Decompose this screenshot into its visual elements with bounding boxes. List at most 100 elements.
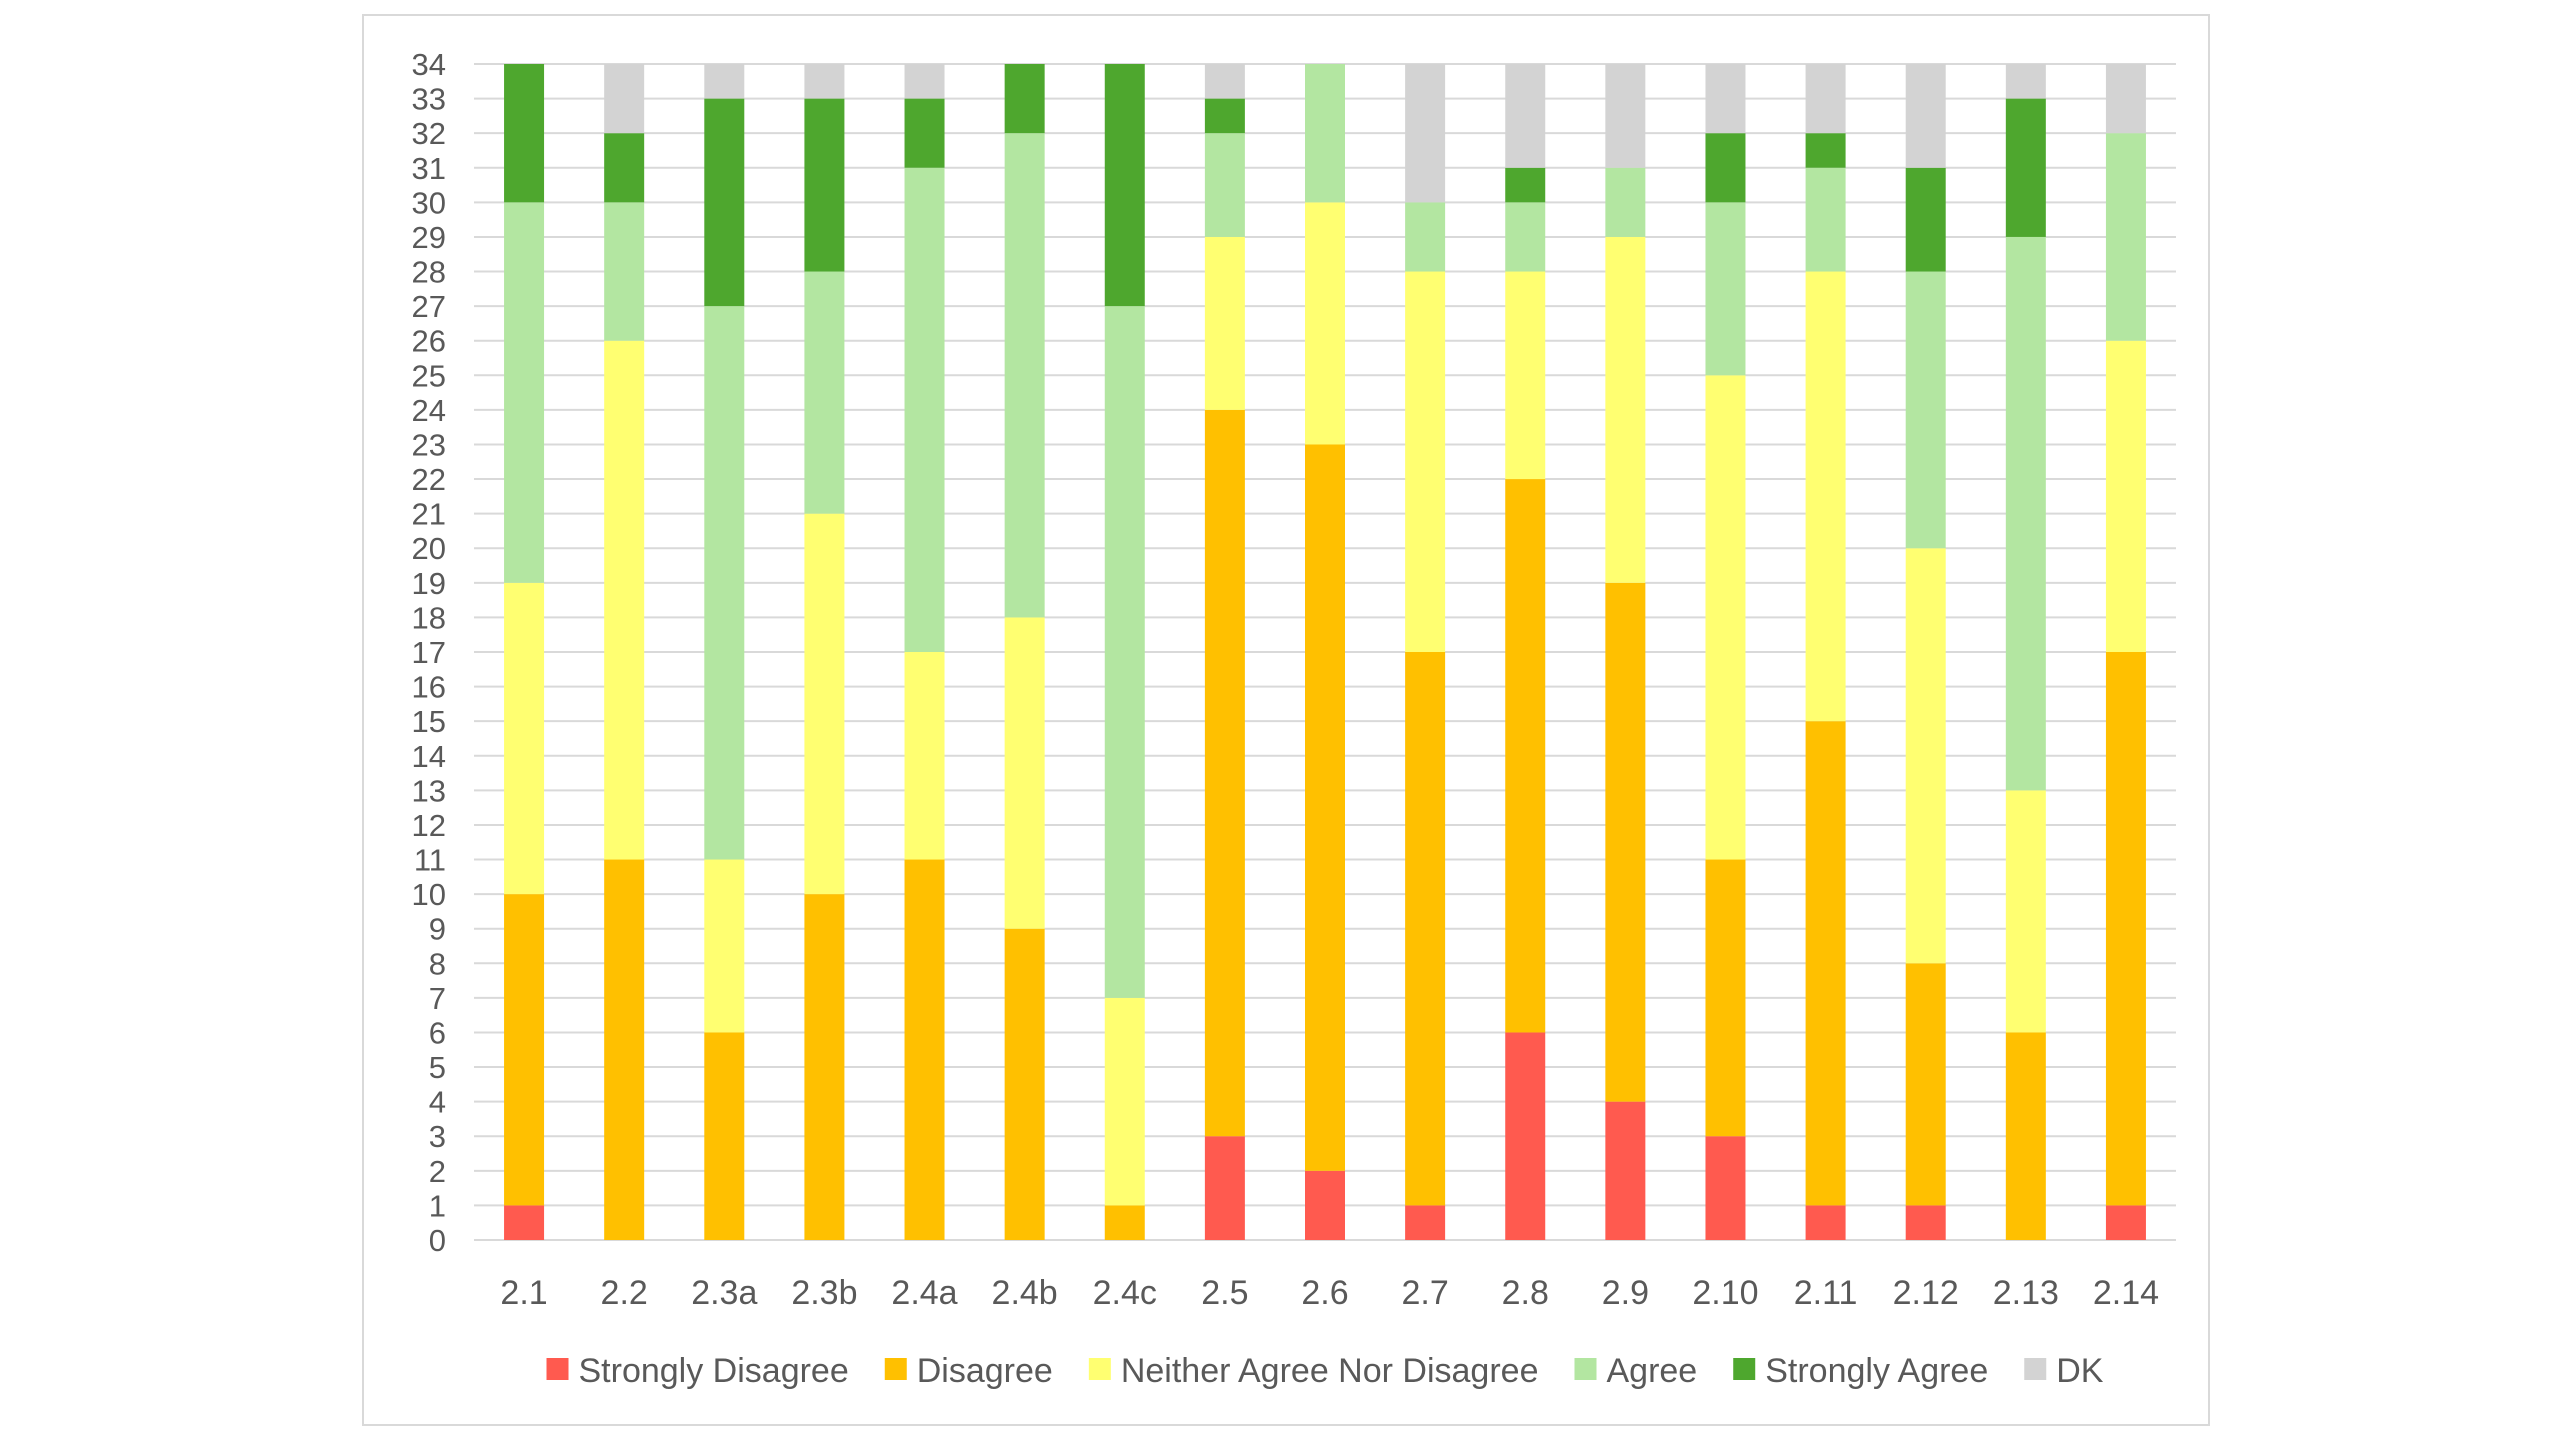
bar-segment-strongly-disagree bbox=[1905, 1205, 1946, 1240]
bar-segment-disagree bbox=[504, 894, 545, 1206]
x-category-label: 2.2 bbox=[601, 1274, 648, 1312]
bar-segment-agree bbox=[1805, 167, 1846, 272]
x-category-label: 2.8 bbox=[1502, 1274, 1549, 1312]
bar-segment-disagree bbox=[904, 859, 945, 1240]
legend-label: Strongly Disagree bbox=[579, 1352, 849, 1390]
x-axis-category-labels: 2.1 2.2 2.3a 2.3b 2.4a 2.4b 2.4c 2.5 2.6 2.7 2.8 2.… bbox=[500, 1274, 2159, 1312]
bar-segment-dk bbox=[704, 64, 745, 99]
bar-segment-neither-agree-nor-disagree bbox=[1405, 271, 1446, 652]
y-tick-label: 3 bbox=[429, 1119, 446, 1154]
y-tick-label: 17 bbox=[412, 635, 446, 670]
bar-segment-disagree bbox=[1204, 409, 1245, 1137]
bar-segment-agree bbox=[1104, 306, 1145, 998]
bar-segment-neither-agree-nor-disagree bbox=[1905, 548, 1946, 964]
legend-label: Neither Agree Nor Disagree bbox=[1121, 1352, 1539, 1390]
bar-segment-disagree bbox=[2105, 652, 2146, 1206]
bar-segment-agree bbox=[1204, 133, 1245, 237]
bar-segment-agree bbox=[1505, 202, 1546, 272]
bar-segment-dk bbox=[1405, 64, 1446, 203]
y-tick-label: 1 bbox=[429, 1188, 446, 1223]
bar-segment-dk bbox=[1605, 64, 1646, 168]
x-category-label: 2.6 bbox=[1301, 1274, 1348, 1312]
bar-segment-dk bbox=[604, 64, 645, 134]
bar-segment-agree bbox=[704, 306, 745, 860]
x-category-label: 2.11 bbox=[1794, 1274, 1858, 1312]
bar-segment-agree bbox=[904, 167, 945, 652]
bar-segment-neither-agree-nor-disagree bbox=[1104, 997, 1145, 1206]
bar-segment-strongly-agree bbox=[904, 98, 945, 168]
y-tick-label: 27 bbox=[412, 289, 446, 324]
bar-segment-strongly-agree bbox=[504, 64, 545, 203]
y-tick-label: 14 bbox=[412, 739, 446, 774]
y-tick-label: 31 bbox=[412, 151, 446, 186]
bar-segment-neither-agree-nor-disagree bbox=[804, 513, 845, 895]
bar-segment-neither-agree-nor-disagree bbox=[1705, 375, 1746, 860]
bar-segment-strongly-agree bbox=[1004, 64, 1045, 134]
bar-segment-strongly-agree bbox=[2005, 98, 2046, 237]
bar-segment-dk bbox=[2005, 64, 2046, 99]
chart-area: 0 1 2 3 4 5 6 7 8 9 10 11 12 13 14 15 16 17 18 19 20 21 22 23 24… bbox=[362, 14, 2210, 1426]
y-tick-label: 22 bbox=[412, 462, 446, 497]
y-tick-label: 4 bbox=[429, 1085, 446, 1120]
bar-segment-neither-agree-nor-disagree bbox=[1204, 236, 1245, 410]
x-category-label: 2.4b bbox=[992, 1274, 1058, 1312]
bar-segment-neither-agree-nor-disagree bbox=[604, 340, 645, 860]
bar-segment-strongly-agree bbox=[604, 133, 645, 203]
bar-segment-neither-agree-nor-disagree bbox=[1305, 202, 1345, 445]
bar-segment-disagree bbox=[1004, 928, 1045, 1240]
bar-segment-agree bbox=[1705, 202, 1746, 376]
legend-label: DK bbox=[2056, 1352, 2104, 1390]
legend-label: Agree bbox=[1606, 1352, 1697, 1390]
y-tick-label: 30 bbox=[412, 185, 446, 220]
bar-segment-neither-agree-nor-disagree bbox=[2105, 340, 2146, 652]
legend-swatch bbox=[1574, 1358, 1597, 1380]
bar-segment-strongly-agree bbox=[1204, 98, 1245, 134]
y-tick-label: 0 bbox=[429, 1223, 446, 1258]
x-category-label: 2.4c bbox=[1093, 1274, 1157, 1312]
legend-swatch bbox=[546, 1358, 569, 1380]
bar-segment-strongly-agree bbox=[1805, 133, 1846, 168]
y-tick-label: 16 bbox=[412, 670, 446, 705]
legend-label: Strongly Agree bbox=[1765, 1352, 1988, 1390]
bar-segment-disagree bbox=[1305, 444, 1345, 1171]
y-tick-label: 2 bbox=[429, 1154, 446, 1189]
stacked-bar-chart: 0123456789101112131415161718192021222324… bbox=[412, 47, 2176, 1390]
bar-segment-agree bbox=[504, 202, 545, 583]
bar-segment-strongly-agree bbox=[1705, 133, 1746, 203]
bar-segment-dk bbox=[1805, 64, 1846, 134]
x-category-label: 2.12 bbox=[1893, 1274, 1959, 1312]
y-tick-label: 33 bbox=[412, 82, 446, 117]
bar-segment-dk bbox=[2105, 64, 2146, 134]
bar-segment-neither-agree-nor-disagree bbox=[904, 652, 945, 860]
bar-segment-strongly-disagree bbox=[1405, 1205, 1446, 1240]
bar-segment-agree bbox=[1405, 202, 1446, 272]
x-category-label: 2.10 bbox=[1692, 1274, 1758, 1312]
bar-segment-disagree bbox=[1905, 963, 1946, 1206]
bar-segment-strongly-agree bbox=[704, 98, 745, 307]
bar-segment-strongly-agree bbox=[804, 98, 845, 272]
bar-segment-disagree bbox=[1605, 582, 1646, 1102]
bar-segment-strongly-disagree bbox=[1605, 1101, 1646, 1240]
y-tick-label: 10 bbox=[412, 877, 446, 912]
bar-segment-agree bbox=[1305, 64, 1345, 203]
x-category-label: 2.14 bbox=[2093, 1274, 2159, 1312]
bar-segment-neither-agree-nor-disagree bbox=[1605, 236, 1646, 583]
y-tick-label: 32 bbox=[412, 116, 446, 151]
y-tick-label: 12 bbox=[412, 808, 446, 843]
y-tick-label: 13 bbox=[412, 773, 446, 808]
bar-segment-disagree bbox=[1705, 859, 1746, 1137]
bar-segment-dk bbox=[1705, 64, 1746, 134]
y-tick-label: 23 bbox=[412, 427, 446, 462]
bar-segment-neither-agree-nor-disagree bbox=[2005, 790, 2046, 1033]
y-tick-label: 20 bbox=[412, 531, 446, 566]
y-tick-label: 11 bbox=[414, 843, 446, 878]
y-tick-label: 8 bbox=[429, 946, 446, 981]
x-category-label: 2.3a bbox=[691, 1274, 757, 1312]
legend-swatch bbox=[2024, 1358, 2047, 1380]
bar-segment-strongly-agree bbox=[1905, 167, 1946, 272]
x-category-label: 2.3b bbox=[791, 1274, 857, 1312]
bar-segment-agree bbox=[1004, 133, 1045, 618]
legend-swatch bbox=[1733, 1358, 1756, 1380]
bar-segment-agree bbox=[1905, 271, 1946, 549]
bar-segment-disagree bbox=[1505, 479, 1546, 1033]
